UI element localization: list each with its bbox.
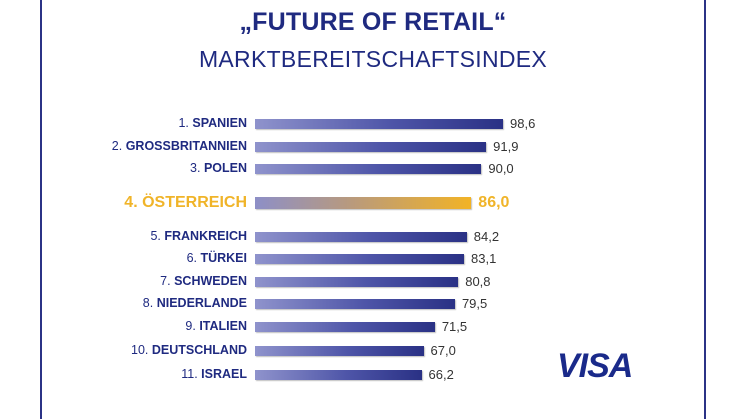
value-label: 79,5 [461, 296, 488, 311]
value-label: 80,8 [465, 274, 491, 289]
rank-number: 8. [142, 296, 157, 310]
country-name: ISRAEL [201, 367, 247, 381]
value-label: 86,0 [478, 194, 510, 211]
value-label: 84,2 [473, 229, 500, 244]
rank-number: 9. [185, 319, 200, 333]
rank-number: 2. [111, 139, 126, 153]
bar [255, 277, 459, 287]
value-label: 67,0 [430, 343, 456, 358]
rank-number: 10. [131, 343, 152, 357]
bar [255, 299, 455, 309]
chart-title: „FUTURE OF RETAIL“ [239, 8, 507, 36]
bar [255, 197, 472, 209]
category-label: 10. DEUTSCHLAND [0, 343, 247, 357]
value-label: 98,6 [510, 116, 536, 131]
rank-number: 7. [160, 274, 175, 288]
rank-number: 5. [150, 229, 165, 243]
category-label: 4. ÖSTERREICH [0, 194, 247, 212]
country-name: SPANIEN [192, 116, 247, 130]
bar [255, 370, 422, 380]
category-label: 1. SPANIEN [0, 116, 247, 130]
rank-number: 11. [181, 367, 202, 381]
category-label: 3. POLEN [0, 161, 247, 175]
bar [255, 254, 464, 264]
country-name: GROSSBRITANNIEN [125, 139, 247, 153]
value-label: 90,0 [488, 161, 514, 176]
frame-left-border [40, 0, 42, 419]
category-label: 8. NIEDERLANDE [0, 296, 247, 310]
bar [255, 322, 435, 332]
rank-number: 6. [186, 251, 201, 265]
frame-right-border [704, 0, 706, 419]
chart-subtitle: MARKTBEREITSCHAFTSINDEX [198, 46, 548, 72]
category-label: 2. GROSSBRITANNIEN [0, 139, 247, 153]
bar [255, 164, 482, 174]
bar [255, 232, 467, 242]
country-name: ITALIEN [199, 319, 247, 333]
value-label: 83,1 [471, 251, 497, 266]
country-name: ÖSTERREICH [142, 194, 247, 211]
category-label: 5. FRANKREICH [0, 229, 247, 243]
value-label: 71,5 [441, 319, 468, 334]
country-name: TÜRKEI [200, 251, 247, 265]
country-name: POLEN [203, 161, 247, 175]
bar [255, 142, 487, 152]
category-label: 7. SCHWEDEN [0, 274, 247, 288]
country-name: SCHWEDEN [174, 274, 247, 288]
rank-number: 1. [178, 116, 193, 130]
bar [255, 346, 424, 356]
country-name: NIEDERLANDE [156, 296, 247, 310]
category-label: 11. ISRAEL [0, 367, 247, 381]
value-label: 66,2 [428, 367, 454, 382]
rank-number: 3. [190, 161, 204, 175]
bar [255, 119, 503, 129]
country-name: DEUTSCHLAND [151, 343, 247, 357]
value-label: 91,9 [493, 139, 519, 154]
visa-logo: VISA [557, 347, 633, 385]
category-label: 6. TÜRKEI [0, 251, 247, 265]
category-label: 9. ITALIEN [0, 319, 247, 333]
rank-number: 4. [124, 194, 143, 211]
country-name: FRANKREICH [164, 229, 247, 243]
